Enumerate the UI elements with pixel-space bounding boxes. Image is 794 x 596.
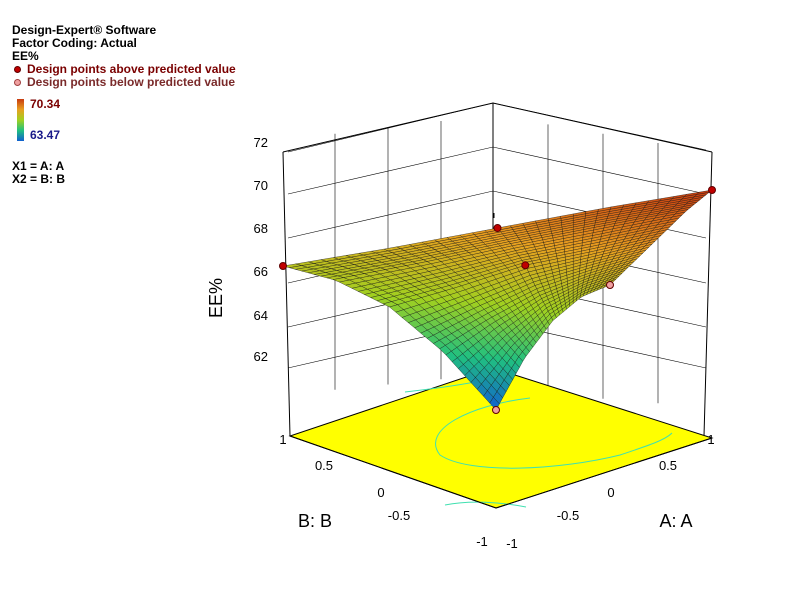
a-tick-label: 0.5: [659, 458, 677, 473]
box-top-edge: [282, 102, 713, 153]
a-tick-label: 1: [707, 432, 714, 447]
legend: Design-Expert® Software Factor Coding: A…: [12, 24, 236, 89]
b-tick-label: -1: [476, 534, 488, 549]
design-point-above: [708, 186, 716, 194]
factor-mapping: X1 = A: A X2 = B: B: [12, 160, 65, 186]
legend-below: Design points below predicted value: [12, 76, 236, 89]
floor-edge: [495, 437, 713, 509]
b-tick-label: -0.5: [388, 508, 410, 523]
z-tick-label: 68: [254, 221, 268, 236]
point-above-icon: [14, 65, 21, 73]
axis-labels: 62 64 66 68 70 72 -1 -0.5 0 0.5 1 -1 -0.5 0 0.5 1 EE% A: …: [206, 135, 715, 551]
design-points: [279, 186, 716, 414]
z-tick-label: 64: [254, 308, 268, 323]
b-tick-label: 0.5: [315, 458, 333, 473]
x1-mapping: X1 = A: A: [12, 159, 65, 173]
design-point-below: [606, 281, 614, 289]
design-point-above: [493, 224, 502, 232]
z-tick-label: 62: [254, 349, 268, 364]
b-tick-label: 1: [279, 432, 286, 447]
point-below-icon: [14, 78, 21, 86]
colorbar-max: 70.34: [30, 97, 61, 111]
b-tick-label: 0: [377, 485, 384, 500]
z-tick-label: 66: [254, 264, 268, 279]
contour-line: [444, 501, 527, 508]
design-point-above: [521, 261, 530, 270]
design-point-below: [492, 406, 500, 414]
legend-above: Design points above predicted value: [12, 63, 236, 76]
software-label: Design-Expert® Software: [12, 23, 157, 37]
design-point-above: [279, 262, 287, 270]
x2-mapping: X2 = B: B: [12, 172, 66, 186]
contour-line: [435, 397, 673, 469]
response-surface: [282, 189, 713, 411]
coding-label: Factor Coding: Actual: [12, 36, 137, 50]
grid-line-z: [287, 146, 707, 195]
response-label: EE%: [12, 49, 39, 63]
z-tick-label: 70: [254, 178, 268, 193]
z-axis-title: EE%: [206, 278, 226, 318]
b-axis-title: B: B: [298, 511, 332, 531]
colorbar-min: 63.47: [30, 128, 61, 142]
z-tick-label: 72: [254, 135, 268, 150]
a-tick-label: -0.5: [557, 508, 579, 523]
floor-edge: [289, 435, 497, 509]
grid-line-z: [287, 102, 707, 153]
box-right-edge: [703, 151, 713, 437]
a-tick-label: -1: [506, 536, 518, 551]
legend-above-label: Design points above predicted value: [27, 62, 236, 76]
a-tick-label: 0: [607, 485, 614, 500]
box-left-edge: [282, 151, 291, 437]
a-axis-title: A: A: [659, 511, 692, 531]
colorbar: [17, 99, 24, 141]
floor-contour: [288, 367, 714, 509]
legend-below-label: Design points below predicted value: [27, 75, 236, 89]
